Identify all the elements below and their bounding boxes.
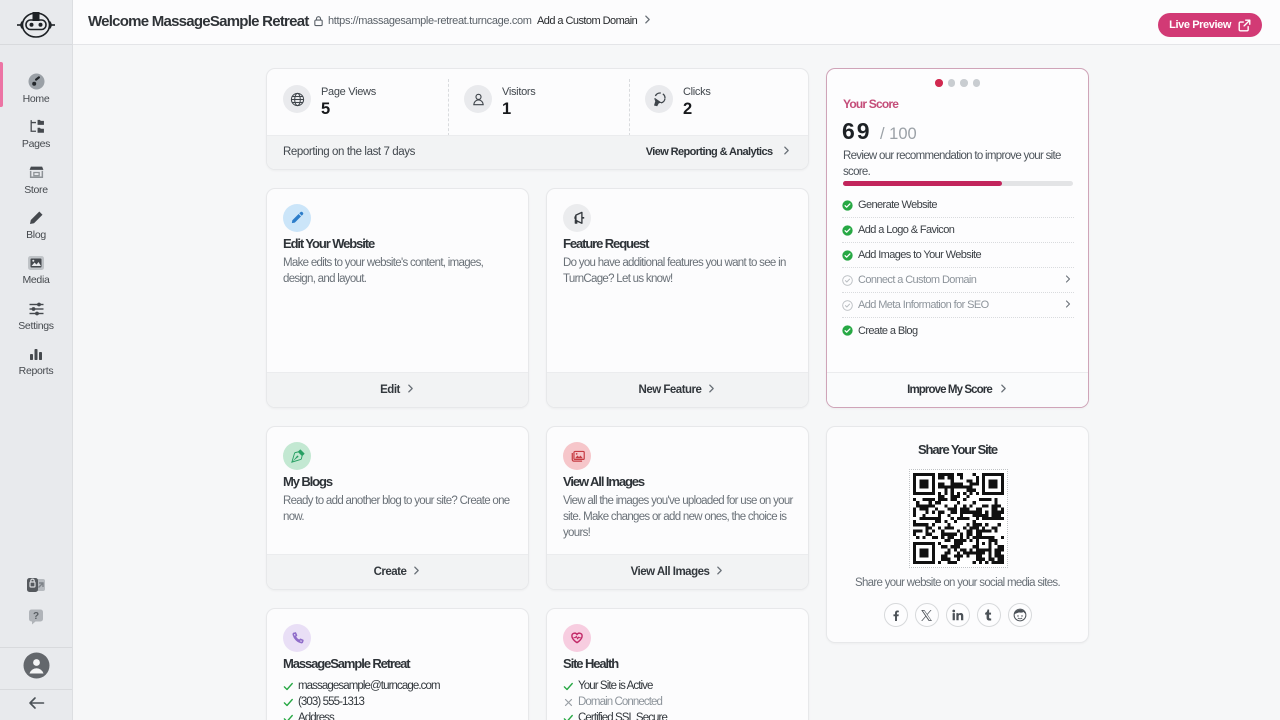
svg-text:?: ? bbox=[33, 611, 39, 622]
